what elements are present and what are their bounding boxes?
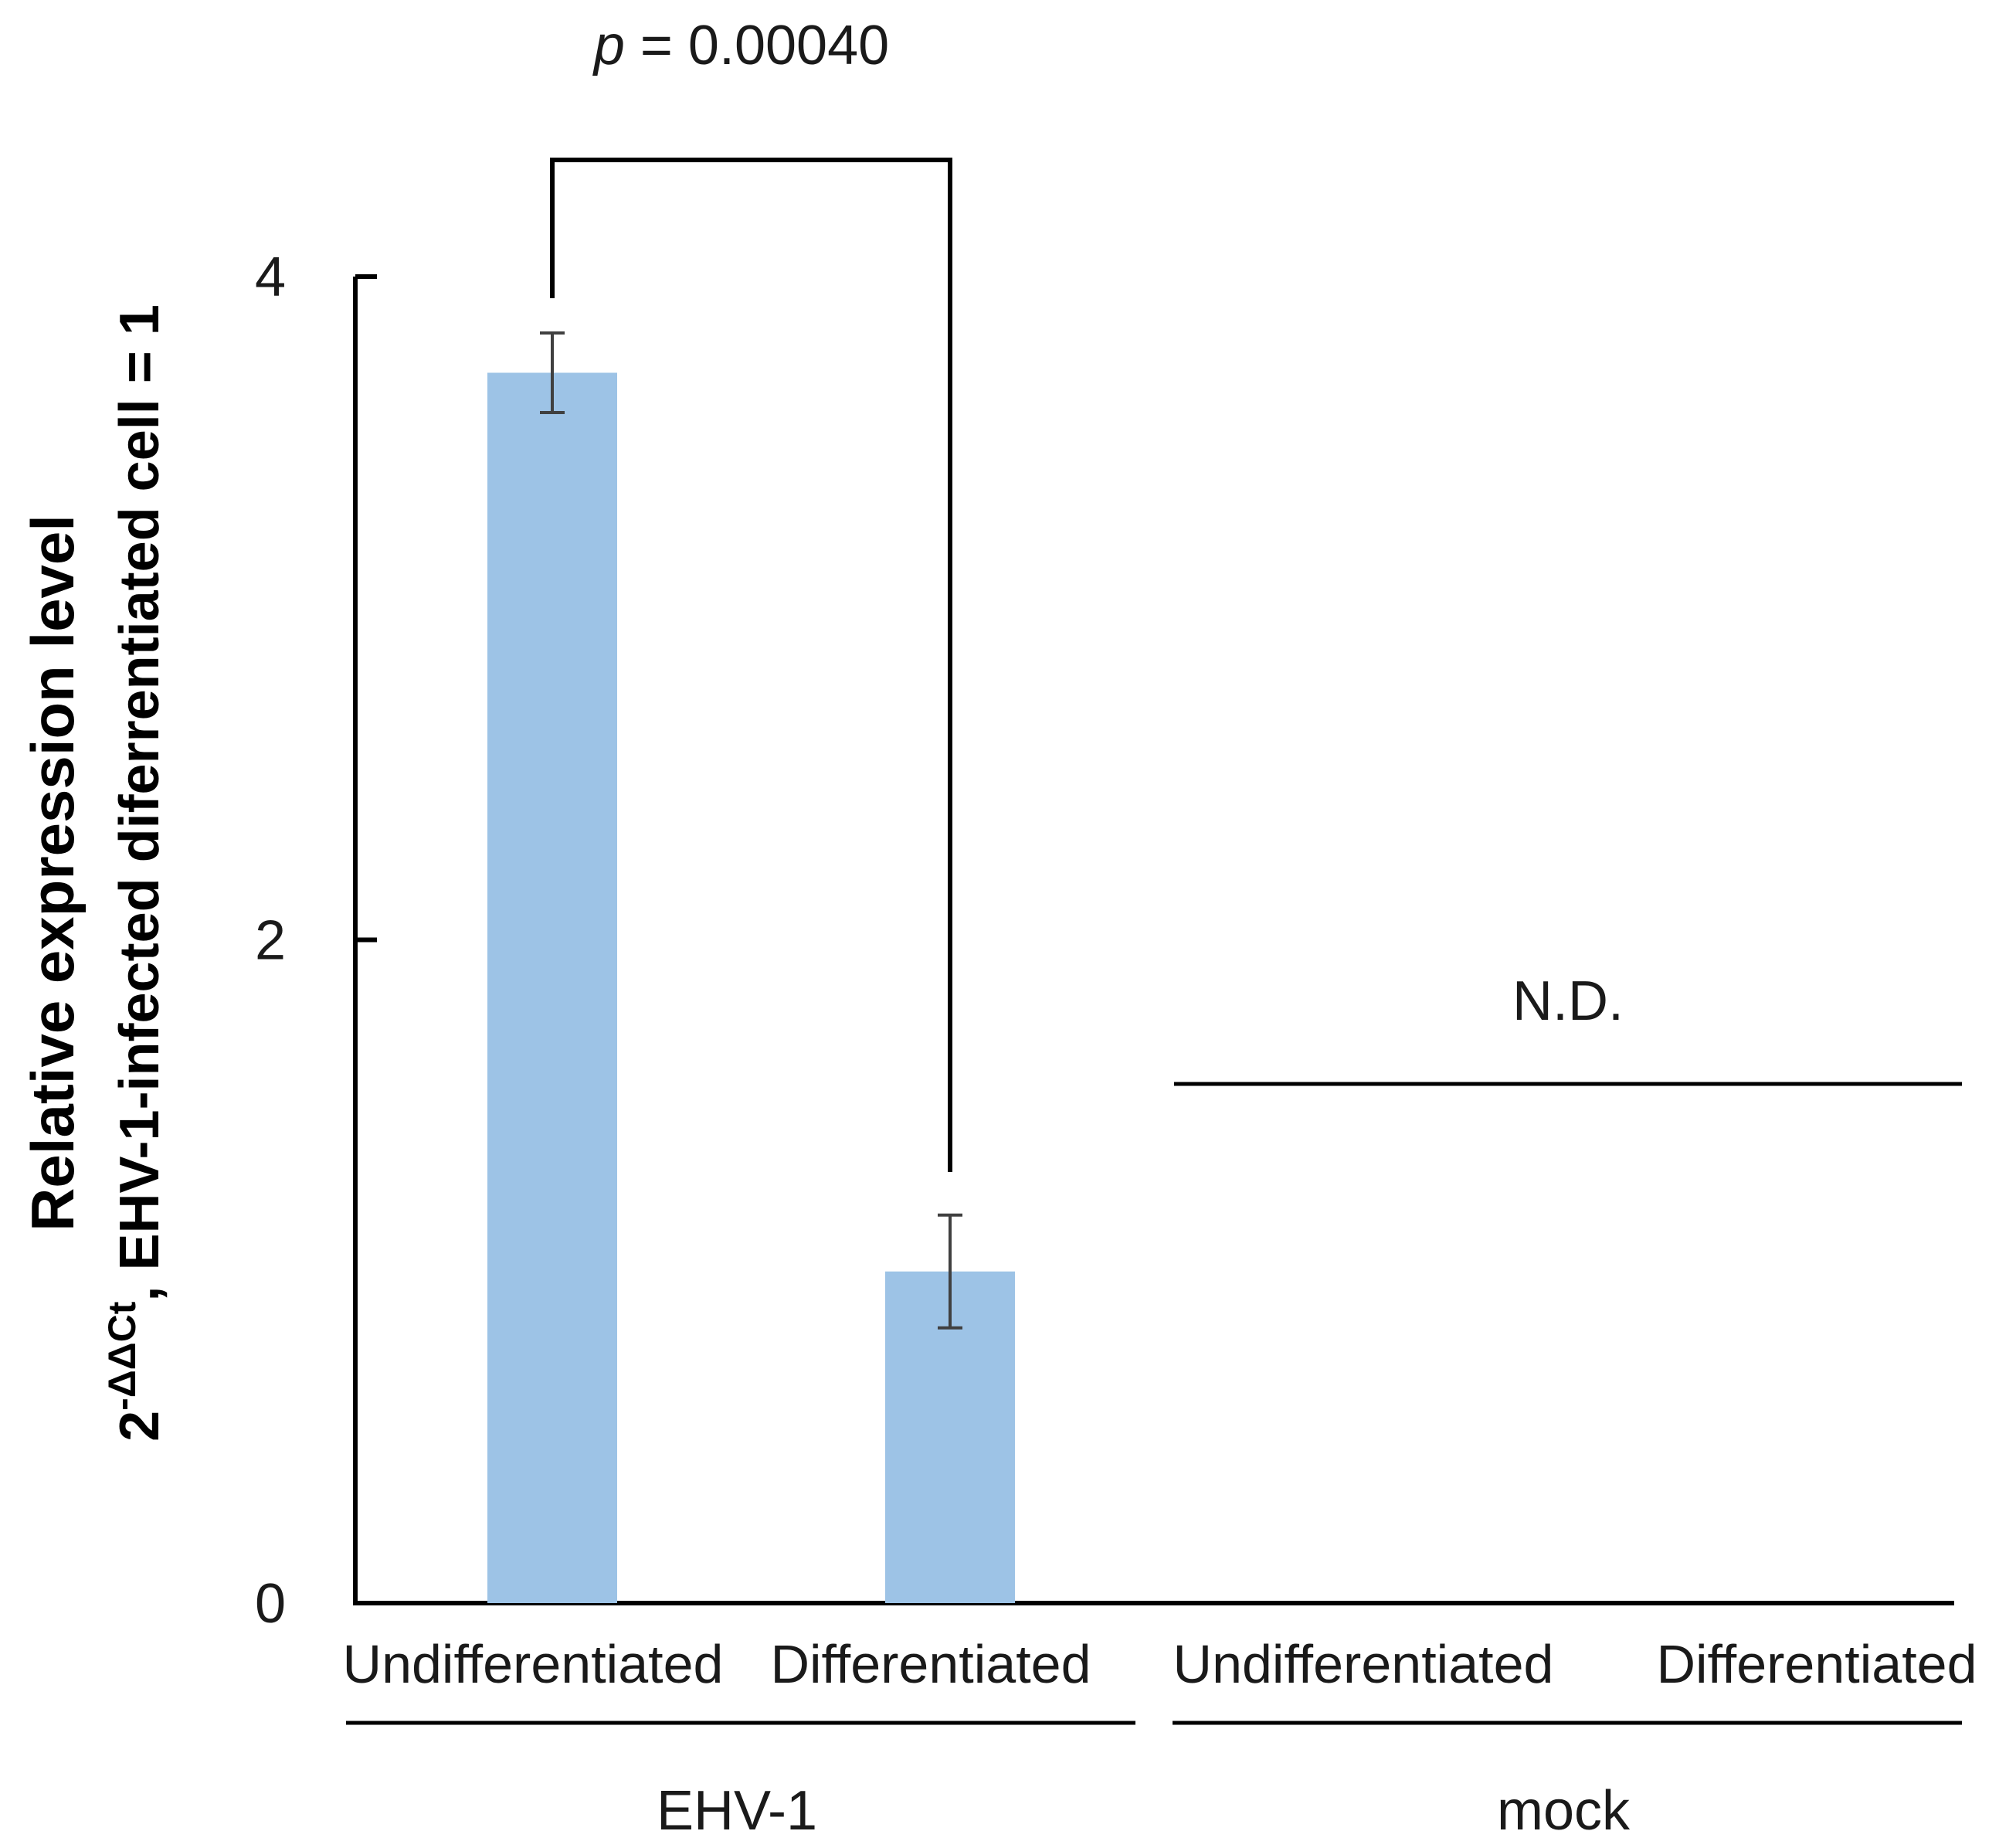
p-value-label: p = 0.00040 [592, 15, 889, 76]
y-label-superscript: -ΔΔCt [100, 1301, 144, 1411]
y-axis-label-line1: Relative expression level [19, 515, 87, 1231]
group-label: EHV-1 [657, 1780, 817, 1842]
category-label: Differentiated [770, 1634, 1091, 1694]
p-rest: = 0.00040 [625, 15, 889, 76]
p-italic: p [592, 15, 625, 76]
group-label: mock [1497, 1780, 1631, 1842]
y-axis-label-line2: 2-ΔΔCt, EHV-1-infected diferrentiated ce… [100, 304, 171, 1442]
y-tick-label: 4 [255, 246, 286, 308]
y-ticks: 0 2 4 [255, 246, 377, 1635]
y-label-rest: , EHV-1-infected diferrentiated cell = 1 [109, 304, 171, 1301]
error-bars [540, 331, 962, 1330]
category-label: Differentiated [1656, 1634, 1977, 1694]
significance-annotation: p = 0.00040 [550, 15, 952, 1172]
y-label-base: 2 [109, 1411, 171, 1442]
y-tick-label: 0 [255, 1573, 286, 1635]
category-label: Undifferentiated [1173, 1634, 1554, 1694]
bar [487, 372, 617, 1603]
y-tick-label: 2 [255, 910, 286, 972]
category-labels: Undifferentiated Differentiated Undifferen… [343, 1634, 1977, 1694]
group-labels: EHV-1 mock [346, 1721, 1962, 1842]
significance-bracket [550, 158, 952, 1172]
bars [487, 372, 1015, 1603]
not-detected-annotation: N.D. [1174, 970, 1962, 1086]
nd-label: N.D. [1512, 970, 1624, 1032]
y-axis-label-2: 2-ΔΔCt, EHV-1-infected diferrentiated ce… [100, 304, 171, 1442]
category-label: Undifferentiated [343, 1634, 724, 1694]
y-axis-label: Relative expression level [19, 515, 87, 1231]
